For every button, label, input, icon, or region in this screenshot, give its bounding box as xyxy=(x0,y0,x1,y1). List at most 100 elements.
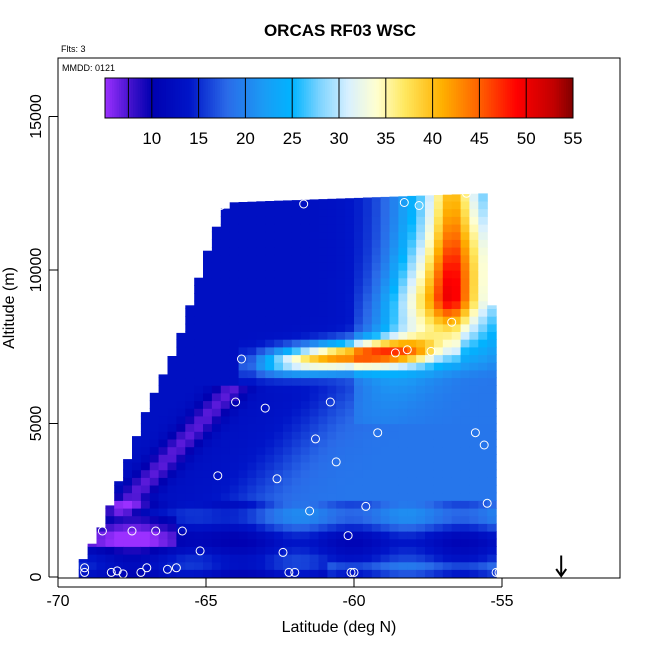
heatmap-cell xyxy=(345,354,355,363)
heatmap-cell xyxy=(433,362,444,371)
heatmap-cell xyxy=(398,523,408,532)
heatmap-cell xyxy=(336,369,346,379)
heatmap-cell xyxy=(487,385,497,394)
heatmap-cell xyxy=(318,362,328,371)
heatmap-cell xyxy=(416,431,426,440)
heatmap-cell xyxy=(460,546,471,555)
heatmap-cell xyxy=(318,500,328,509)
heatmap-cell xyxy=(345,385,355,394)
heatmap-cell xyxy=(300,554,311,563)
heatmap-cell xyxy=(291,538,302,547)
heatmap-cell xyxy=(345,400,355,409)
heatmap-cell xyxy=(425,300,435,309)
heatmap-cell xyxy=(211,331,222,340)
heatmap-cell xyxy=(220,484,231,494)
heatmap-cell xyxy=(371,423,382,432)
heatmap-cell xyxy=(309,531,320,540)
heatmap-cell xyxy=(149,569,160,578)
heatmap-cell xyxy=(425,362,435,371)
heatmap-cell xyxy=(256,277,266,286)
heatmap-cell xyxy=(203,431,213,440)
heatmap-cell xyxy=(238,202,249,210)
heatmap-cell xyxy=(291,216,302,225)
heatmap-cell xyxy=(469,308,479,317)
flight-point xyxy=(142,563,152,573)
heatmap-cell xyxy=(114,561,124,570)
colorbar-segment xyxy=(278,78,281,118)
heatmap-cell xyxy=(389,454,399,463)
heatmap-cell xyxy=(167,500,177,509)
heatmap-cell xyxy=(416,331,426,340)
heatmap-cell xyxy=(185,546,195,555)
heatmap-cell xyxy=(345,300,355,309)
heatmap-cell xyxy=(300,254,311,263)
heatmap-cell xyxy=(451,561,462,570)
heatmap-cell xyxy=(238,346,249,356)
heatmap-cell xyxy=(167,538,177,547)
heatmap-cell xyxy=(229,431,240,440)
heatmap-cell xyxy=(380,308,391,317)
heatmap-cell xyxy=(185,484,195,494)
heatmap-cell xyxy=(194,500,204,509)
heatmap-cell xyxy=(416,239,426,248)
heatmap-cell xyxy=(185,492,195,501)
colorbar-segment xyxy=(210,78,214,118)
heatmap-cell xyxy=(265,208,275,217)
heatmap-cell xyxy=(398,254,408,263)
colorbar-segment xyxy=(315,78,319,118)
heatmap-cell xyxy=(425,377,435,386)
heatmap-cell xyxy=(158,569,169,578)
heatmap-cell xyxy=(460,461,471,471)
heatmap-cell xyxy=(425,446,435,455)
heatmap-cell xyxy=(336,561,346,570)
heatmap-cell xyxy=(229,523,240,532)
colorbar-segment xyxy=(140,78,143,118)
heatmap-cell xyxy=(451,461,462,471)
heatmap-cell xyxy=(380,369,391,379)
y-tick-label: 5000 xyxy=(28,406,45,442)
heatmap-cell xyxy=(425,438,435,448)
colorbar-segment xyxy=(411,78,415,118)
colorbar-segment xyxy=(240,78,244,118)
heatmap-cell xyxy=(460,354,471,363)
heatmap-cell xyxy=(238,231,249,240)
heatmap-cell xyxy=(229,484,240,494)
heatmap-cell xyxy=(442,316,453,325)
heatmap-cell xyxy=(87,569,98,578)
heatmap-cell xyxy=(345,408,355,417)
heatmap-cell xyxy=(398,554,408,563)
heatmap-cell xyxy=(389,216,399,225)
heatmap-cell xyxy=(362,216,373,225)
heatmap-cell xyxy=(203,339,213,348)
heatmap-cell xyxy=(433,300,444,309)
heatmap-cell xyxy=(336,538,346,547)
heatmap-cell xyxy=(389,339,399,348)
heatmap-cell xyxy=(274,469,284,478)
heatmap-cell xyxy=(158,374,169,379)
heatmap-cell xyxy=(416,484,426,494)
heatmap-cell xyxy=(407,569,417,578)
heatmap-cell xyxy=(398,484,408,494)
heatmap-cell xyxy=(380,531,391,540)
heatmap-cell xyxy=(451,385,462,394)
heatmap-cell xyxy=(291,308,302,317)
heatmap-cell xyxy=(327,515,337,524)
heatmap-cell xyxy=(247,285,257,294)
heatmap-cell xyxy=(140,561,151,570)
heatmap-cell xyxy=(398,415,408,425)
heatmap-cell xyxy=(362,385,373,394)
heatmap-cell xyxy=(345,523,355,532)
flight-point xyxy=(177,526,187,536)
heatmap-cell xyxy=(327,461,337,471)
heatmap-cell xyxy=(140,412,151,417)
heatmap-cell xyxy=(416,300,426,309)
heatmap-cell xyxy=(371,369,382,379)
heatmap-cell xyxy=(318,270,328,279)
heatmap-cell xyxy=(238,492,249,501)
heatmap-cell xyxy=(203,316,213,325)
heatmap-cell xyxy=(380,270,391,279)
heatmap-cell xyxy=(354,415,364,425)
heatmap-cell xyxy=(256,477,266,486)
heatmap-cell xyxy=(469,461,479,471)
heatmap-cell xyxy=(398,247,408,256)
